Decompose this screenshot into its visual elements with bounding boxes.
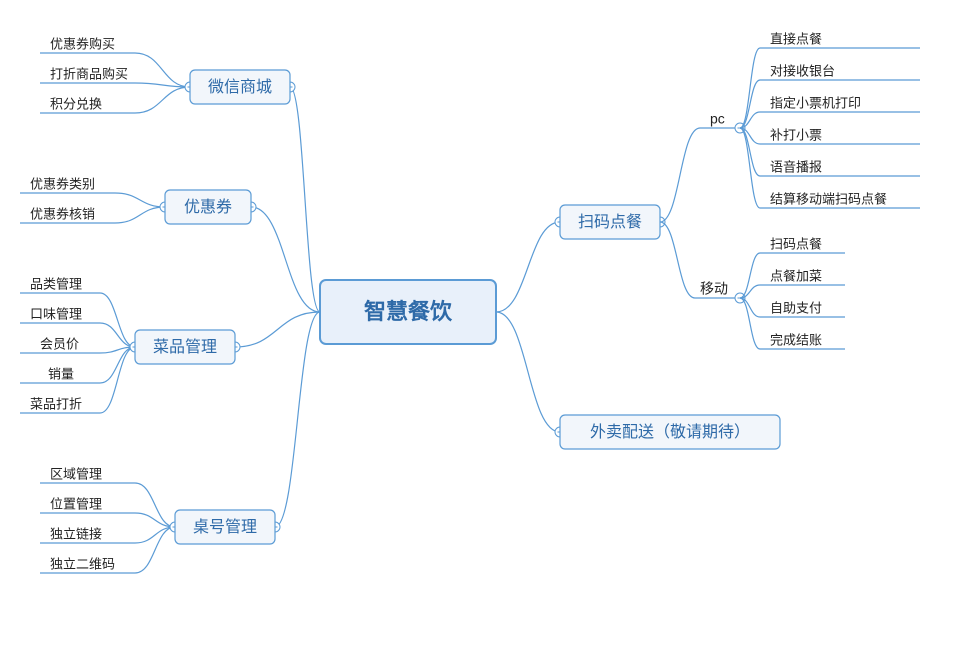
leaf-label: 优惠券类别 xyxy=(30,176,95,191)
connector xyxy=(135,527,175,543)
sub-label: 移动 xyxy=(700,281,728,297)
branch-label: 菜品管理 xyxy=(153,338,217,356)
connector xyxy=(740,48,760,128)
leaf-label: 打折商品购买 xyxy=(50,66,128,81)
connector xyxy=(115,207,165,223)
branch-label: 优惠券 xyxy=(184,198,232,216)
leaf-label: 对接收银台 xyxy=(770,63,835,78)
leaf-label: 自助支付 xyxy=(770,300,822,315)
sub-label: pc xyxy=(710,111,725,127)
connector xyxy=(135,53,190,87)
leaf-label: 独立二维码 xyxy=(50,556,115,571)
connector xyxy=(135,83,190,87)
connector xyxy=(135,87,190,113)
branch-label: 桌号管理 xyxy=(193,518,257,536)
mindmap-canvas: 智慧餐饮 微信商城 优惠券购买打折商品购买积分兑换优惠券 优惠券类别优惠券核销菜品管理… xyxy=(0,0,953,648)
connector xyxy=(660,128,700,222)
branch-label: 微信商城 xyxy=(208,78,272,96)
leaf-label: 积分兑换 xyxy=(50,96,102,111)
leaf-label: 指定小票机打印 xyxy=(770,95,861,110)
connector xyxy=(115,193,165,207)
leaf-label: 品类管理 xyxy=(30,276,82,291)
leaf-label: 直接点餐 xyxy=(770,31,822,46)
leaf-label: 菜品打折 xyxy=(30,396,82,411)
connector xyxy=(100,293,135,347)
leaf-label: 独立链接 xyxy=(50,526,102,541)
leaf-label: 优惠券购买 xyxy=(50,36,115,51)
connector xyxy=(660,222,695,298)
connector xyxy=(275,312,320,527)
leaf-label: 销量 xyxy=(48,366,74,381)
leaf-label: 口味管理 xyxy=(30,306,82,321)
connector xyxy=(496,222,560,312)
connector xyxy=(740,298,760,349)
connector xyxy=(100,347,135,413)
leaf-label: 语音播报 xyxy=(770,159,822,174)
branch-label: 扫码点餐 xyxy=(578,213,642,231)
leaf-label: 优惠券核销 xyxy=(30,206,95,221)
connector xyxy=(135,527,175,573)
root-label: 智慧餐饮 xyxy=(364,299,453,324)
leaf-label: 点餐加菜 xyxy=(770,268,822,283)
leaf-label: 完成结账 xyxy=(770,332,822,347)
connector xyxy=(740,128,760,208)
leaf-label: 区域管理 xyxy=(50,466,102,481)
leaf-label: 位置管理 xyxy=(50,496,102,511)
leaf-label: 补打小票 xyxy=(770,127,822,142)
leaf-label: 结算移动端扫码点餐 xyxy=(770,191,887,206)
connector xyxy=(496,312,560,432)
leaf-label: 扫码点餐 xyxy=(770,236,822,251)
leaf-label: 会员价 xyxy=(40,336,79,351)
connector xyxy=(100,323,135,347)
connector xyxy=(290,87,320,312)
branch-label: 外卖配送（敬请期待） xyxy=(590,423,750,441)
